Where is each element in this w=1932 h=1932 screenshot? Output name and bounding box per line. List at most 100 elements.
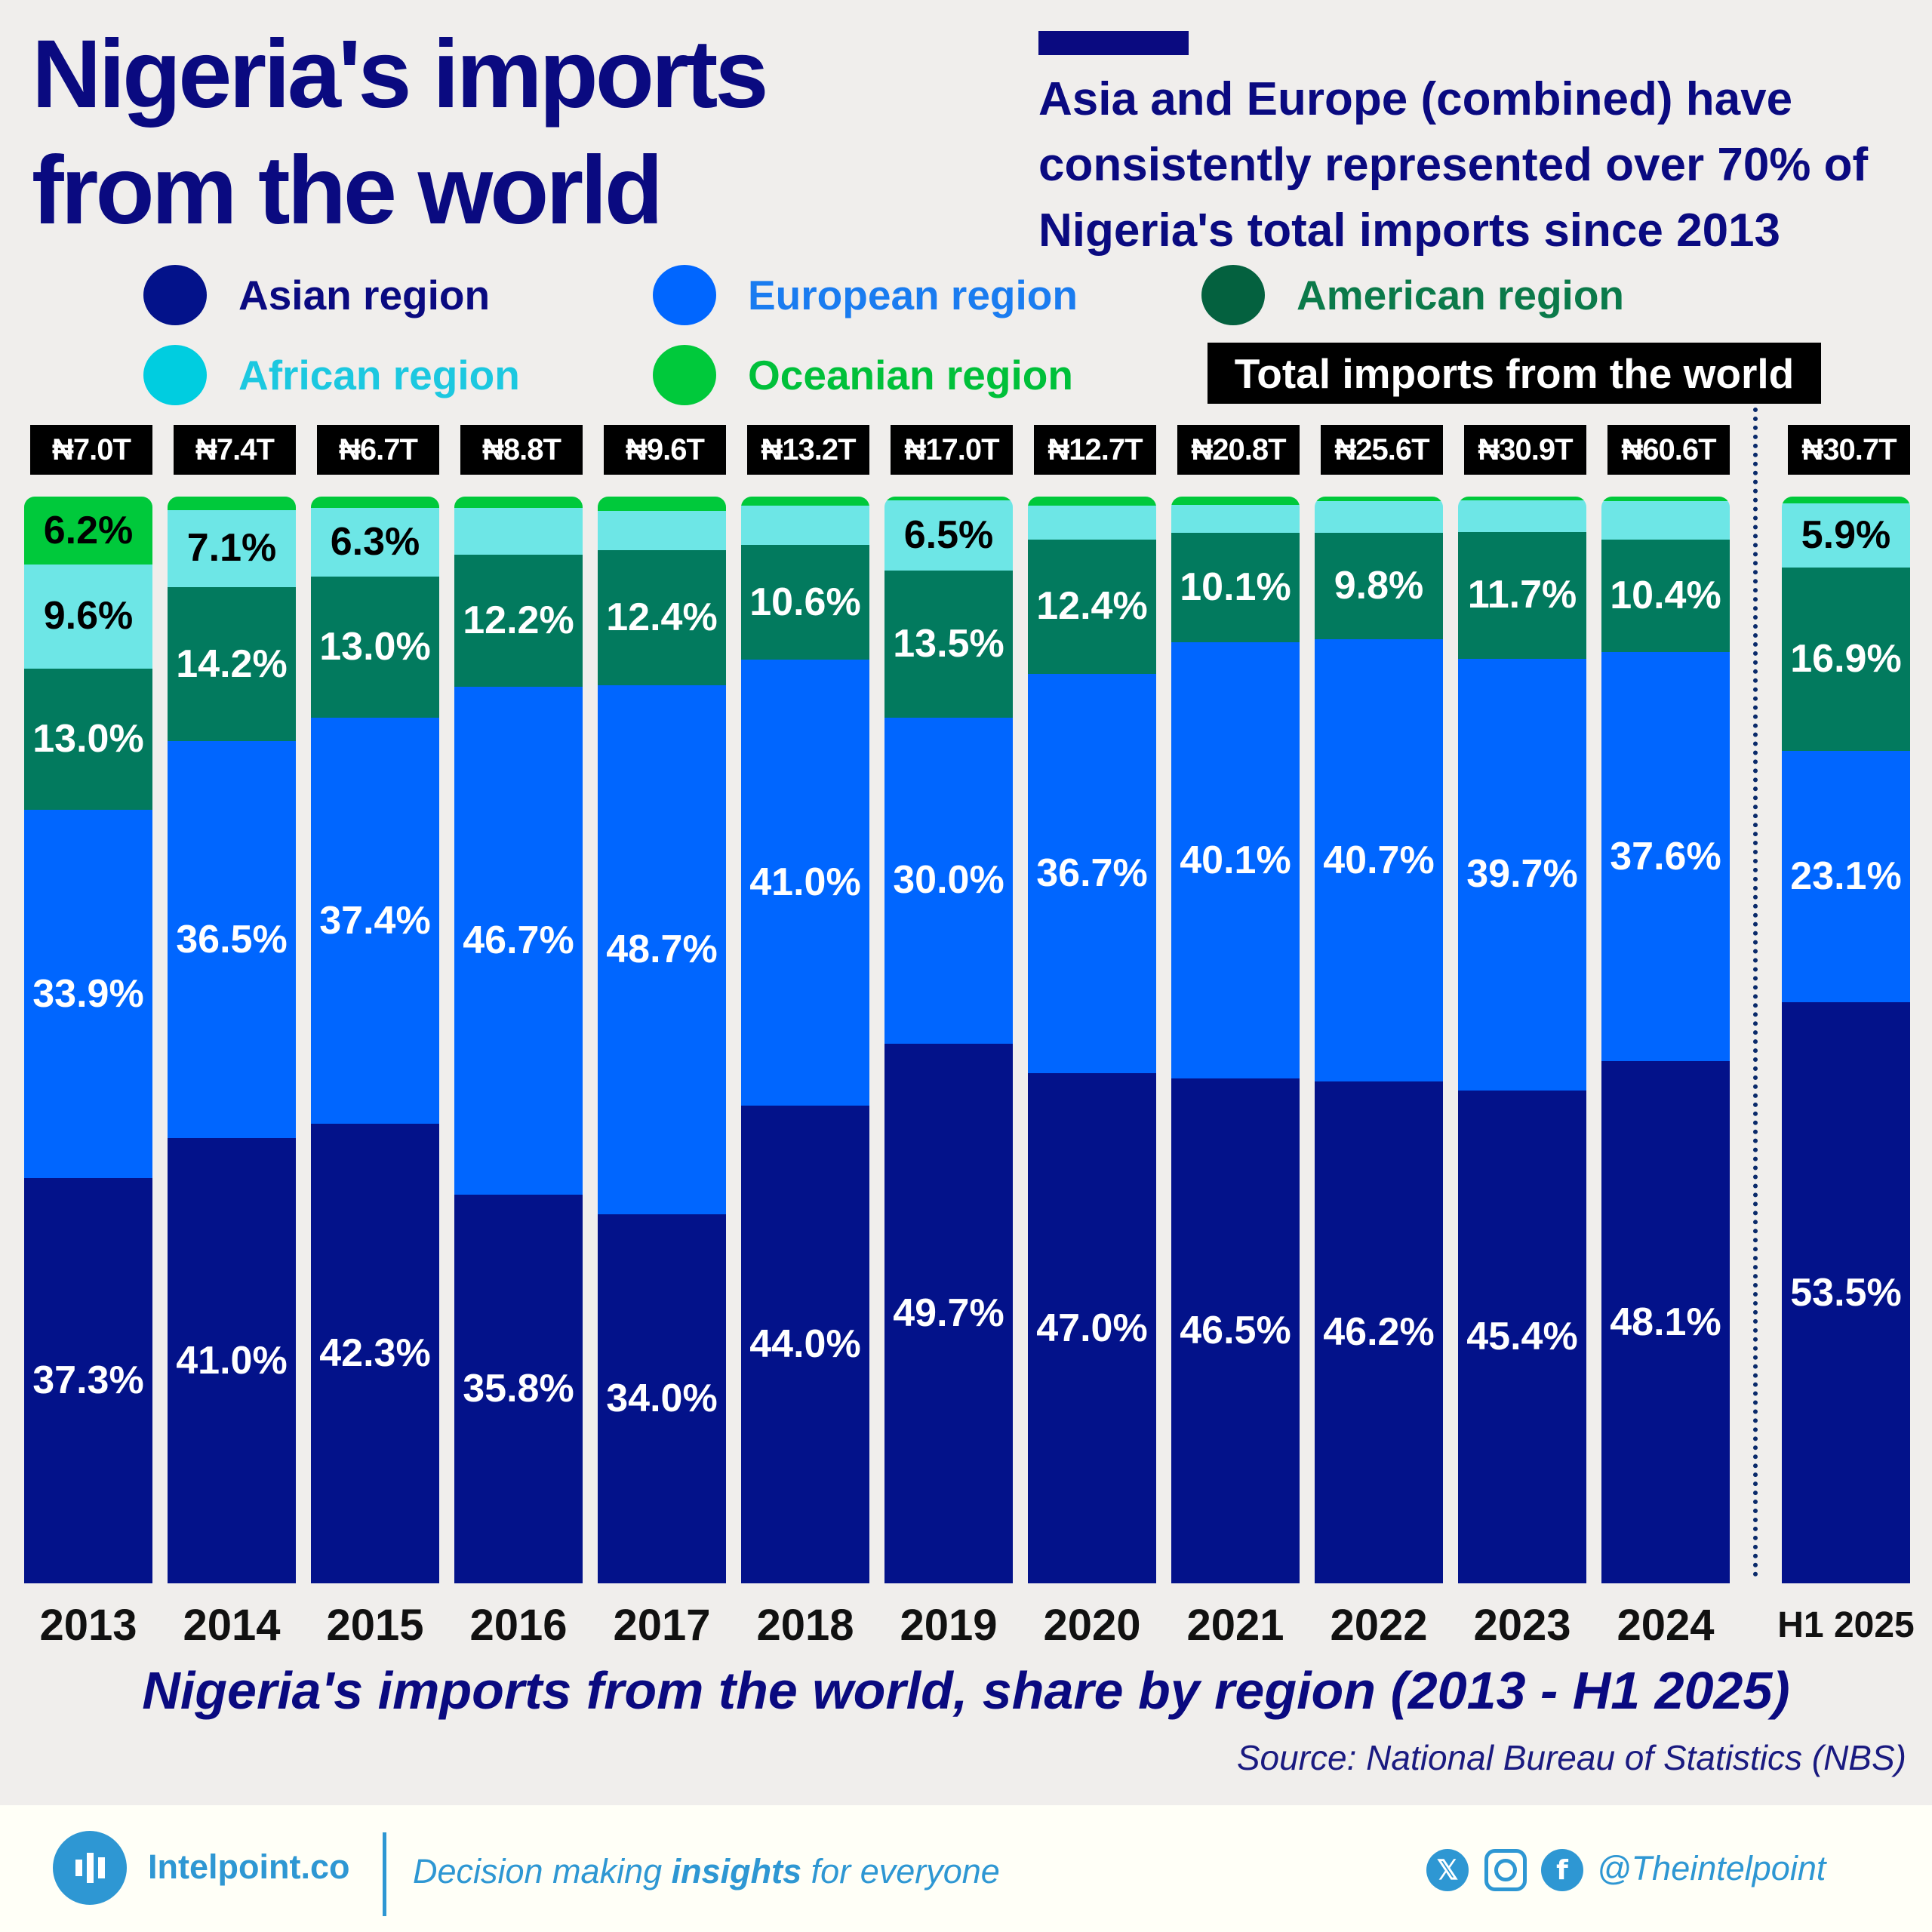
segment-african-region: [1315, 500, 1443, 533]
x-tick-label: H1 2025: [1777, 1605, 1915, 1645]
segment-european-region: [1028, 673, 1156, 1073]
data-label: 14.2%: [176, 641, 288, 686]
data-label: 46.5%: [1180, 1309, 1291, 1353]
segment-oceanian-region: [598, 497, 726, 512]
x-tick-label: 2013: [39, 1601, 137, 1650]
x-tick-label: 2024: [1617, 1601, 1715, 1650]
segment-american-region: [741, 544, 869, 660]
title-line-1: Nigeria's imports: [32, 20, 768, 128]
segment-american-region: [24, 668, 152, 811]
legend-item: American region: [1201, 264, 1624, 326]
tagline-pre: Decision making: [413, 1852, 672, 1890]
segment-european-region: [168, 741, 296, 1139]
data-label: 37.6%: [1610, 834, 1721, 878]
data-label: 7.1%: [186, 526, 277, 571]
bar-2014: 41.0% 36.5% 14.2% 7.1%: [168, 497, 296, 1583]
segment-oceanian-region: [1458, 497, 1586, 500]
x-tick-label: 2018: [756, 1601, 854, 1650]
intelpoint-logo-icon[interactable]: [53, 1831, 127, 1905]
data-label: 40.7%: [1323, 838, 1435, 882]
segment-asian-region: [1458, 1090, 1586, 1583]
legend-label: European region: [748, 272, 1078, 318]
segment-oceanian-region: [1782, 497, 1910, 504]
segment-oceanian-region: [741, 497, 869, 506]
segment-asian-region: [1782, 1001, 1910, 1583]
total-value-label: ₦17.0T: [891, 425, 1013, 475]
total-value-label: ₦25.6T: [1321, 425, 1443, 475]
data-label: 45.4%: [1466, 1315, 1578, 1359]
segment-european-region: [311, 717, 439, 1124]
bar-H1 2025: 53.5% 23.1% 16.9% 5.9%: [1782, 497, 1910, 1583]
data-label: 53.5%: [1790, 1270, 1902, 1315]
facebook-icon[interactable]: f: [1541, 1849, 1583, 1891]
segment-european-region: [1458, 658, 1586, 1091]
bar-2020: 47.0% 36.7% 12.4%: [1028, 497, 1156, 1583]
total-value-label: ₦9.6T: [604, 425, 726, 475]
segment-american-region: [1782, 567, 1910, 752]
total-value-label: ₦13.2T: [747, 425, 869, 475]
segment-african-region: [1782, 503, 1910, 568]
total-value-label: ₦30.7T: [1788, 425, 1910, 475]
data-label: 42.3%: [319, 1331, 431, 1376]
segment-african-region: [454, 507, 583, 555]
segment-american-region: [1171, 532, 1300, 643]
segment-european-region: [1601, 651, 1730, 1061]
total-value-label: ₦7.4T: [174, 425, 296, 475]
legend-label: Oceanian region: [748, 352, 1073, 398]
data-label: 11.7%: [1467, 573, 1577, 617]
data-label: 10.4%: [1610, 574, 1721, 618]
x-tick-label: 2022: [1330, 1601, 1428, 1650]
x-tick-label: 2014: [183, 1601, 281, 1650]
data-label: 37.3%: [32, 1358, 144, 1403]
data-label: 12.4%: [1036, 584, 1148, 629]
segment-african-region: [741, 505, 869, 545]
legend-swatch: [143, 265, 207, 325]
legend-swatch: [1201, 265, 1265, 325]
segment-oceanian-region: [1171, 497, 1300, 505]
x-icon[interactable]: 𝕏: [1426, 1849, 1469, 1891]
bar-2021: 46.5% 40.1% 10.1%: [1171, 497, 1300, 1583]
footer-divider: [383, 1832, 386, 1916]
segment-asian-region: [168, 1137, 296, 1583]
bar-2023: 45.4% 39.7% 11.7%: [1458, 497, 1586, 1583]
data-label: 49.7%: [893, 1291, 1004, 1336]
data-label: 48.1%: [1610, 1300, 1721, 1344]
x-tick-label: 2021: [1186, 1601, 1284, 1650]
segment-asian-region: [884, 1043, 1013, 1583]
segment-african-region: [168, 509, 296, 587]
data-label: 10.1%: [1180, 565, 1291, 610]
bar-2019: 49.7% 30.0% 13.5% 6.5%: [884, 497, 1013, 1583]
bar-2017: 34.0% 48.7% 12.4%: [598, 497, 726, 1583]
segment-asian-region: [1171, 1078, 1300, 1583]
data-label: 40.1%: [1180, 838, 1291, 882]
segment-oceanian-region: [24, 497, 152, 565]
legend-item: Asian region: [143, 264, 490, 326]
x-tick-label: 2015: [326, 1601, 424, 1650]
data-label: 46.7%: [463, 918, 574, 963]
data-label: 13.0%: [319, 624, 431, 669]
source-note: Source: National Bureau of Statistics (N…: [1236, 1738, 1906, 1777]
segment-african-region: [1458, 500, 1586, 532]
bar-2018: 44.0% 41.0% 10.6%: [741, 497, 869, 1583]
legend-swatch: [653, 345, 716, 405]
segment-european-region: [741, 660, 869, 1106]
total-value-label: ₦60.6T: [1607, 425, 1730, 475]
bar-2016: 35.8% 46.7% 12.2%: [454, 497, 583, 1583]
bar-2024: 48.1% 37.6% 10.4%: [1601, 497, 1730, 1583]
data-label: 37.4%: [319, 898, 431, 943]
segment-asian-region: [598, 1214, 726, 1583]
segment-european-region: [598, 685, 726, 1214]
x-tick-label: 2020: [1043, 1601, 1141, 1650]
brand-name[interactable]: Intelpoint.co: [148, 1847, 350, 1886]
social-handle[interactable]: @Theintelpoint: [1597, 1849, 1826, 1887]
total-value-label: ₦12.7T: [1034, 425, 1156, 475]
total-value-label: ₦7.0T: [30, 425, 152, 475]
legend-total-imports: Total imports from the world: [1208, 343, 1821, 404]
data-label: 16.9%: [1790, 637, 1902, 681]
data-label: 9.8%: [1334, 564, 1424, 608]
data-label: 6.5%: [903, 513, 994, 558]
instagram-icon[interactable]: [1484, 1849, 1527, 1891]
footer: [0, 1805, 1932, 1932]
segment-american-region: [1601, 539, 1730, 653]
data-label: 36.7%: [1036, 851, 1148, 895]
